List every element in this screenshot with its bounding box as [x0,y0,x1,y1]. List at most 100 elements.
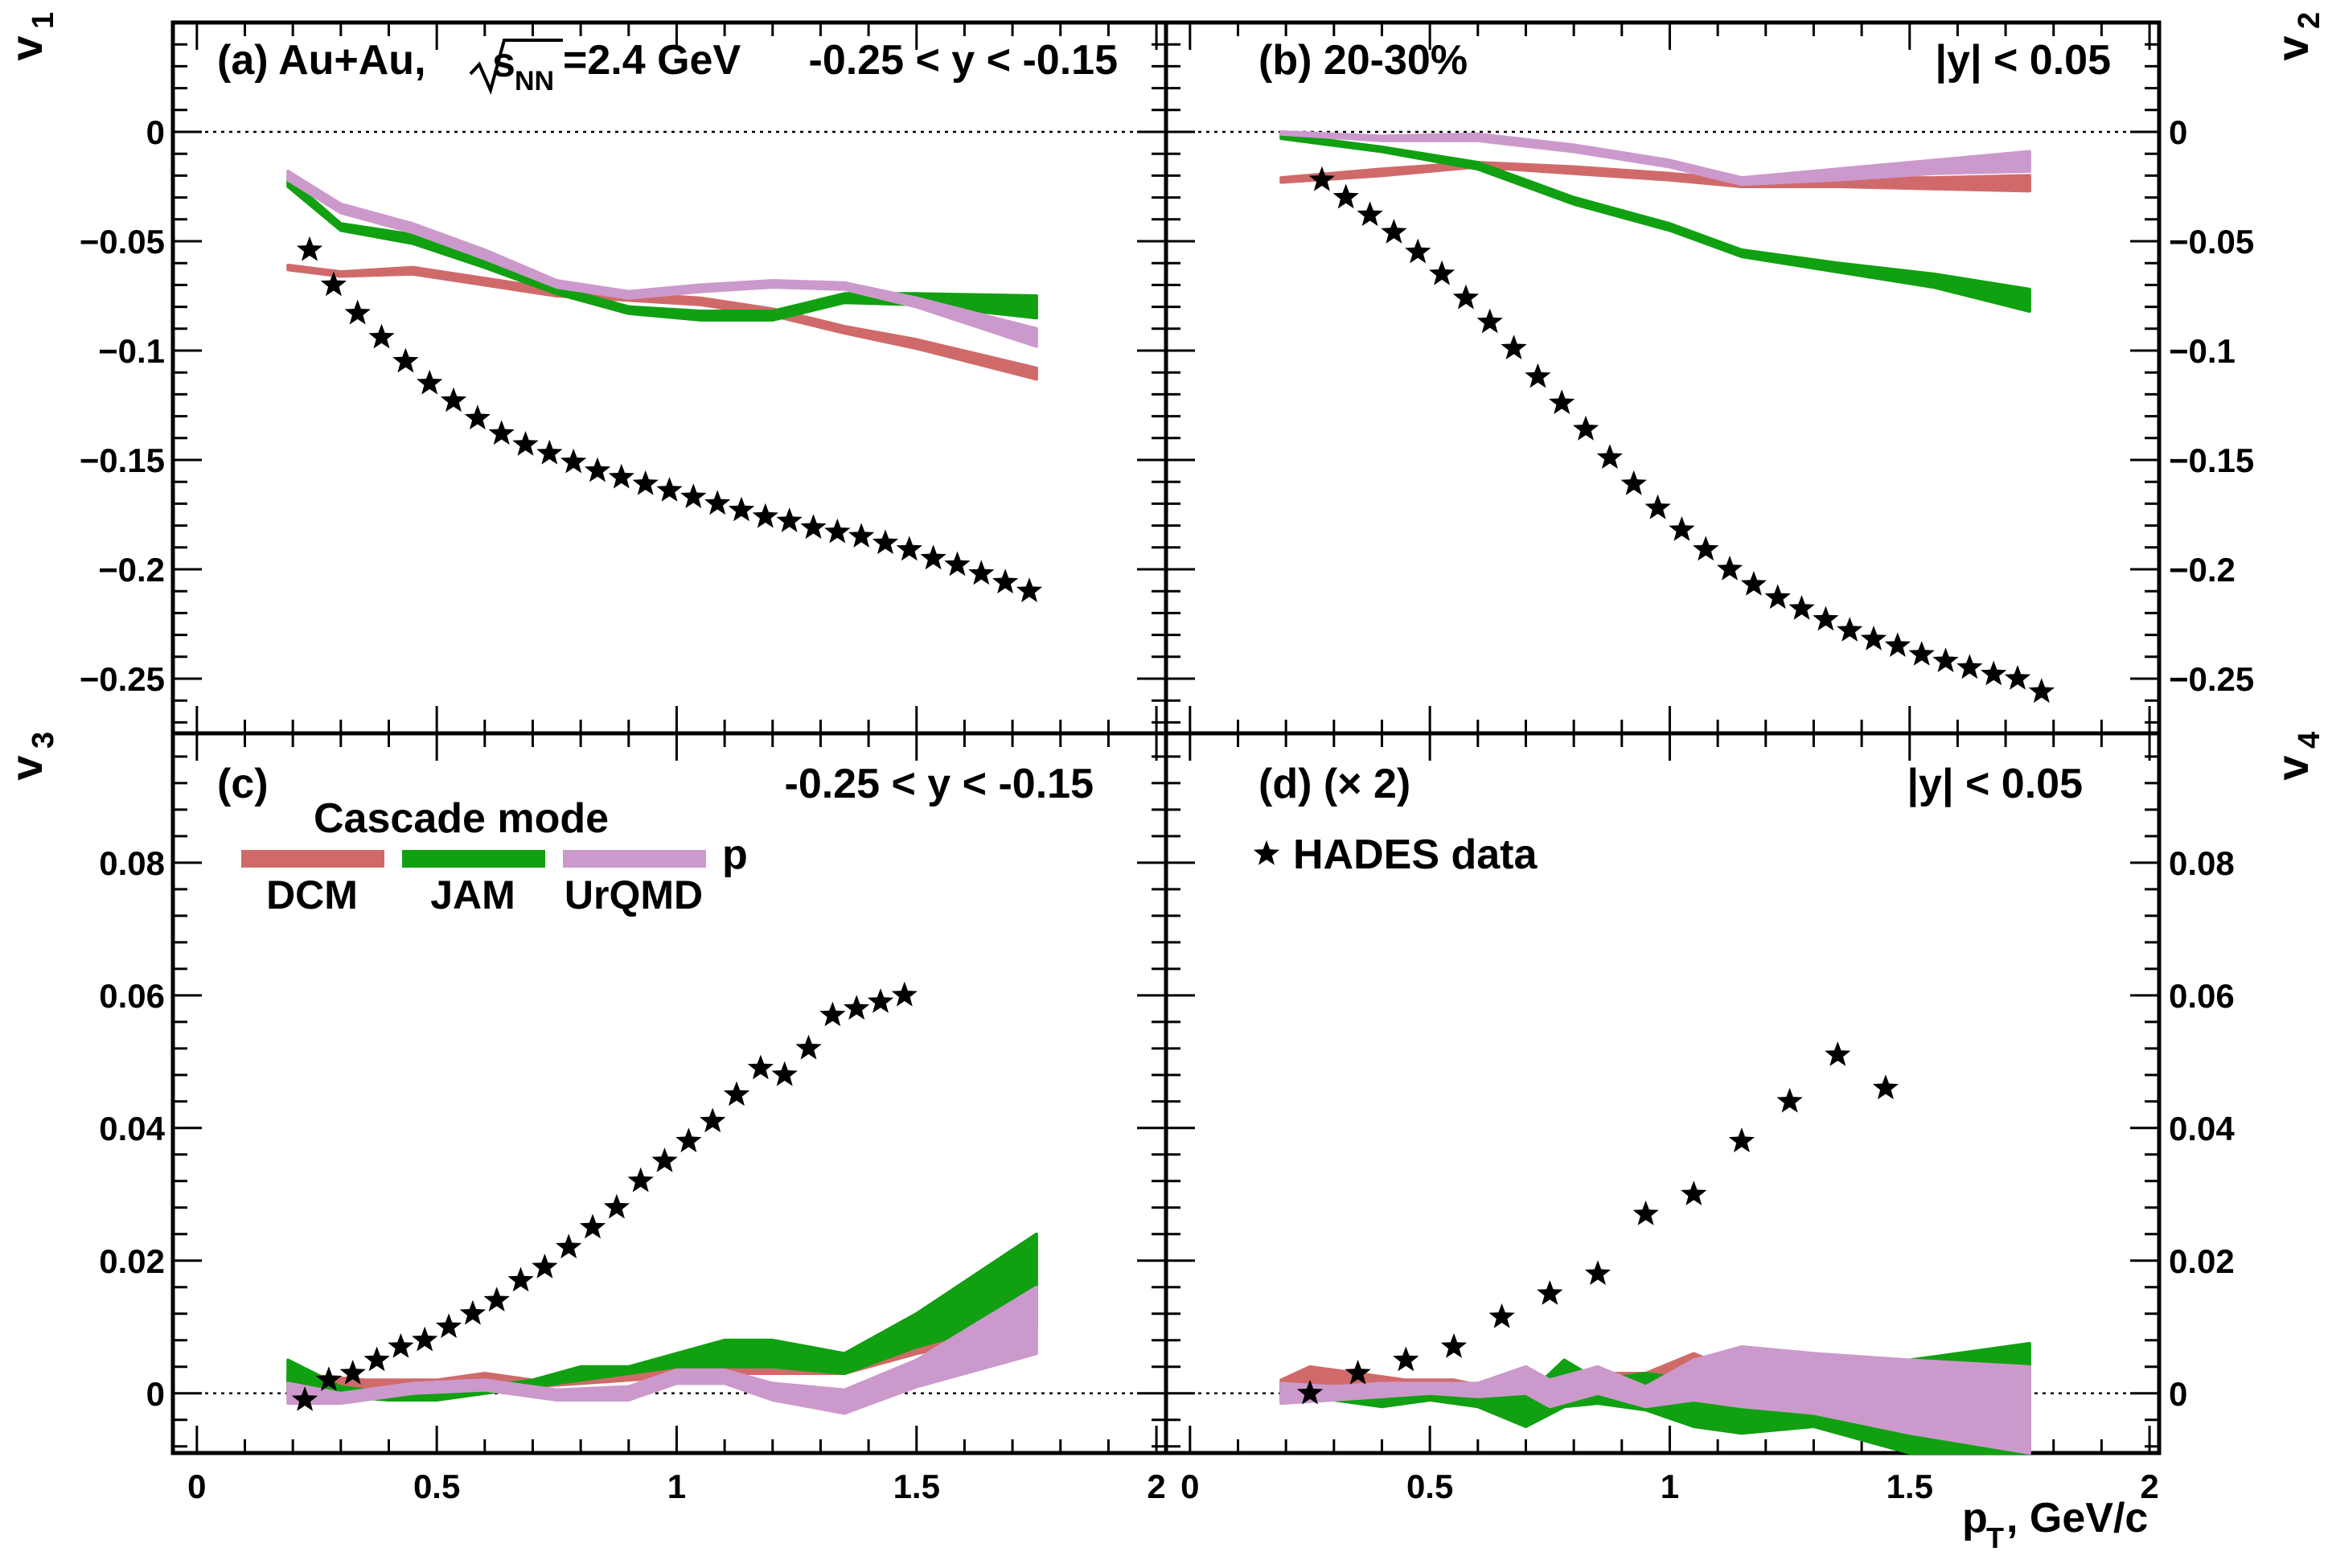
hades-data-point [291,1386,318,1411]
y-tick-label: 0 [146,1375,165,1413]
hades-data-point [752,503,778,528]
svg-text:v: v [2267,755,2318,780]
hades-data-point [339,1360,366,1385]
hades-data-point [2028,678,2055,704]
hades-data-point [800,514,827,540]
hades-data-point [1596,444,1623,469]
legend-title: Cascade mode [314,795,609,842]
hades-data-point [536,439,563,465]
svg-text:p: p [1962,1495,1988,1541]
hades-data-point [560,448,587,474]
svg-text:4: 4 [2293,732,2326,749]
hades-data-point [417,369,443,395]
hades-data-point [1572,415,1599,441]
hades-data-point [512,431,539,456]
y-tick-label: 0.08 [2169,844,2235,882]
hades-data-point [1357,201,1383,227]
hades-data-point [315,1366,343,1391]
svg-text:1: 1 [27,12,60,29]
hades-data-point [844,995,870,1020]
y-tick-label: −0.25 [2169,660,2254,698]
hades-data-point [795,1034,822,1060]
hades-data-point [363,1346,390,1372]
svg-text:v: v [2267,35,2318,60]
hades-data-point [1296,1379,1324,1405]
panel-a-energy-sub: NN [515,66,554,96]
hades-data-point [1525,363,1551,388]
y-tick-label: −0.1 [98,332,165,370]
hades-data-point [1644,494,1671,519]
hades-data-point [1537,1280,1563,1305]
hades-data-point [1405,238,1431,264]
y-tick-label: −0.05 [2169,223,2254,261]
hades-data-point [675,1127,702,1153]
panel-b-plot: 0 −0.05 −0.1 −0.15 −0.2 −0.25 [1166,21,2254,733]
panel-a-frame [170,20,1168,736]
y-tick-label: 0.02 [2169,1242,2235,1280]
hades-data-point [1452,284,1480,310]
hades-data-point [368,323,395,349]
y-tick-label: −0.15 [2169,441,2254,479]
svg-text:v: v [1,755,51,780]
hades-data-point [296,236,323,261]
hades-data-point [392,347,419,373]
panel-d-rapidity: |y| < 0.05 [1907,761,2084,807]
hades-data-point [896,536,922,561]
y-tick-label: 0 [2169,113,2187,151]
legend-label-jam: JAM [430,872,515,917]
hades-data-point [1825,1041,1851,1066]
hades-data-point [1549,389,1575,414]
panel-b-label: (b) 20-30% [1258,37,1468,84]
panel-c-plot: 0 0.02 0.04 0.06 0.08 0 0.5 1 1.5 2 [99,733,1166,1505]
hades-data-point [656,477,683,502]
y-tick-label: 0.04 [2169,1110,2235,1147]
hades-data-point [464,404,491,430]
hades-data-point [532,1254,558,1279]
hades-data-point [488,420,515,445]
panel-a-plot: 0 −0.05 −0.1 −0.15 −0.2 −0.25 [80,21,1166,733]
hades-data-point [344,299,371,325]
band-urqmd [1279,130,2031,187]
hades-data-point [1016,577,1043,602]
y-tick-label: 0.02 [99,1242,165,1280]
x-axis-label: p T , GeV/c [1962,1495,2148,1554]
hades-data-point [700,1107,726,1133]
legend-hades-label: HADES data [1293,831,1538,878]
hades-data-point [968,560,995,585]
x-tick-label: 2 [2140,1467,2158,1505]
hades-data-point [1884,632,1911,657]
hades-data-point [992,569,1019,594]
y-tick-label: 0 [2169,1375,2187,1413]
hades-data-point [440,387,467,413]
hades-data-point [723,1081,750,1106]
panel-a-ylabel: v 1 [1,12,60,61]
hades-data-point [608,463,634,489]
hades-data-point [2004,665,2031,690]
hades-data-point [556,1233,582,1258]
panel-a-energy-value: =2.4 GeV [563,37,741,84]
hades-star-icon [1253,840,1280,865]
x-tick-label: 0.5 [413,1467,460,1505]
hades-data-point [584,457,611,482]
hades-data-point [1728,1127,1755,1153]
panel-c-rapidity: -0.25 < y < -0.15 [785,761,1094,807]
hades-data-point [1981,660,2007,686]
hades-data-point [704,490,731,515]
hades-data-point [747,1054,774,1080]
hades-data-point [507,1266,534,1292]
hades-data-point [1813,605,1839,631]
hades-data-point [483,1287,510,1311]
hades-data-point [1501,335,1527,359]
hades-data-point [1788,595,1815,620]
x-tick-label: 0 [1180,1467,1199,1505]
hades-data-point [1669,516,1695,541]
y-tick-label: 0 [146,113,165,151]
x-tick-label: 1 [1661,1467,1679,1505]
y-tick-label: 0.06 [2169,977,2235,1015]
panel-a-rapidity: -0.25 < y < -0.15 [809,37,1119,84]
legend-swatch-urqmd [563,850,706,868]
hades-data-point [1488,1303,1515,1328]
panel-a-label: (a) Au+Au, [217,37,426,84]
hades-data-point [579,1213,606,1239]
